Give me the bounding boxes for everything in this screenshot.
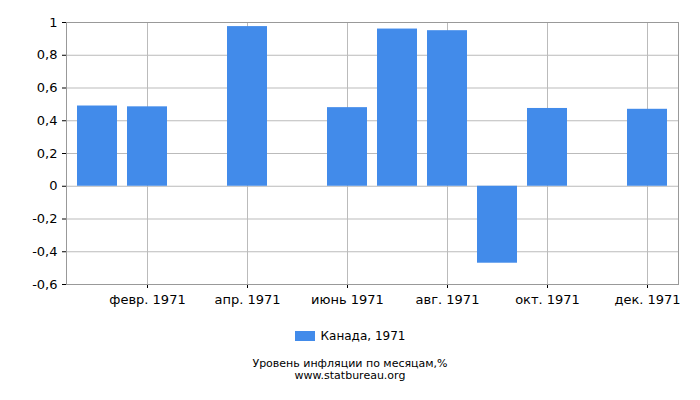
- svg-text:окт. 1971: окт. 1971: [515, 292, 580, 307]
- html-text:Уровень инфляции по месяцам,%: Уровень инфляции по месяцам,%: [252, 357, 448, 370]
- svg-text:0,2: 0,2: [37, 146, 58, 161]
- svg-text:дек. 1971: дек. 1971: [614, 292, 680, 307]
- svg-text:-0,6: -0,6: [32, 277, 57, 292]
- svg-text:0,6: 0,6: [37, 80, 58, 95]
- svg-text:февр. 1971: февр. 1971: [109, 292, 185, 307]
- html-text:Канада, 1971: Канада, 1971: [320, 329, 406, 343]
- svg-text:апр. 1971: апр. 1971: [214, 292, 280, 307]
- svg-text:0: 0: [49, 178, 57, 193]
- html-text:www.statbureau.org: www.statbureau.org: [294, 369, 406, 382]
- svg-text:авг. 1971: авг. 1971: [416, 292, 480, 307]
- svg-text:1: 1: [49, 15, 57, 30]
- svg-text:0,8: 0,8: [37, 47, 58, 62]
- svg-text:июнь 1971: июнь 1971: [311, 292, 384, 307]
- svg-text:0,4: 0,4: [37, 113, 58, 128]
- svg-text:-0,4: -0,4: [32, 244, 57, 259]
- svg-text:-0,2: -0,2: [32, 211, 57, 226]
